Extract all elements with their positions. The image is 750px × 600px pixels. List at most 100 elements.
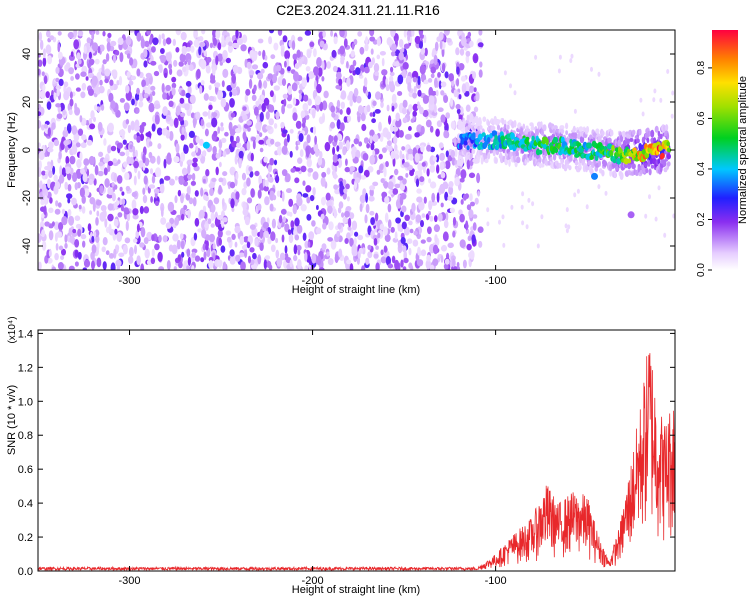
signal-halo [539, 156, 542, 163]
noise-speck [123, 207, 129, 214]
noise-speck [165, 84, 171, 92]
noise-speck [144, 40, 150, 48]
noise-speck [423, 79, 429, 85]
noise-speck [281, 169, 288, 177]
noise-speck [262, 61, 269, 69]
noise-speck [96, 106, 101, 112]
noise-speck [293, 255, 298, 262]
noise-speck [366, 104, 371, 113]
noise-speck [312, 187, 316, 196]
noise-speck [51, 221, 55, 227]
noise-speck [557, 68, 561, 74]
noise-speck [152, 37, 159, 46]
noise-speck [58, 51, 63, 60]
noise-speck [304, 56, 308, 65]
noise-speck [108, 253, 115, 259]
noise-speck [185, 46, 191, 52]
noise-speck [585, 204, 589, 210]
noise-speck [80, 71, 87, 77]
noise-speck [195, 111, 201, 120]
noise-speck [99, 185, 104, 194]
signal-halo [573, 132, 578, 140]
noise-speck [83, 45, 87, 54]
noise-speck [363, 137, 369, 144]
noise-speck [345, 158, 348, 166]
noise-speck [350, 50, 355, 58]
noise-speck [342, 146, 347, 156]
noise-speck [40, 199, 45, 206]
noise-speck [486, 207, 490, 213]
noise-speck [654, 216, 658, 222]
noise-speck [125, 118, 130, 125]
noise-speck [38, 167, 42, 177]
noise-speck [352, 59, 357, 67]
noise-speck [358, 165, 364, 174]
noise-speck [180, 31, 187, 41]
noise-speck [369, 210, 375, 216]
noise-speck [284, 245, 288, 254]
noise-speck [221, 35, 225, 45]
noise-speck [273, 42, 279, 51]
noise-speck [143, 206, 150, 214]
y-tick-label: 1.2 [18, 362, 33, 374]
noise-speck [367, 251, 373, 259]
noise-speck [441, 62, 446, 72]
signal-halo [666, 132, 670, 140]
noise-speck [399, 195, 404, 206]
noise-speck [663, 232, 667, 238]
noise-speck [156, 155, 161, 165]
noise-speck [416, 188, 422, 194]
signal-halo [603, 160, 608, 167]
noise-speck [385, 77, 389, 87]
noise-speck [70, 51, 74, 57]
noise-speck [105, 53, 110, 62]
noise-speck [252, 139, 256, 150]
noise-speck [465, 54, 470, 64]
noise-speck [308, 231, 315, 241]
noise-speck [264, 255, 271, 260]
noise-speck [182, 261, 188, 270]
signal-halo [639, 169, 644, 175]
noise-speck [432, 258, 439, 267]
noise-speck [301, 77, 307, 88]
signal-core [627, 158, 632, 164]
noise-speck [314, 79, 317, 90]
noise-speck [383, 245, 388, 253]
noise-speck [368, 195, 375, 202]
noise-speck [597, 71, 601, 77]
noise-speck [357, 105, 364, 114]
noise-speck [374, 109, 381, 114]
noise-speck [435, 128, 440, 137]
noise-speck [104, 178, 110, 188]
noise-speck [61, 216, 68, 226]
noise-speck [145, 72, 152, 79]
signal-halo [662, 159, 667, 168]
noise-speck [263, 156, 268, 163]
noise-speck [292, 112, 298, 121]
noise-speck [328, 221, 334, 231]
signal-halo [657, 130, 661, 137]
noise-speck [55, 243, 59, 251]
noise-speck [360, 175, 367, 180]
noise-speck [74, 215, 81, 221]
noise-speck [168, 63, 173, 70]
noise-speck [171, 244, 178, 255]
signal-halo [638, 128, 642, 136]
noise-speck [209, 187, 214, 197]
noise-speck [309, 41, 315, 47]
noise-speck [418, 41, 423, 49]
signal-core [500, 135, 506, 142]
noise-speck [402, 62, 409, 70]
noise-speck [194, 255, 201, 262]
spectrogram-ylabel: Frequency (Hz) [6, 112, 18, 188]
noise-speck [297, 36, 303, 42]
noise-speck [455, 47, 460, 56]
noise-speck [308, 71, 315, 80]
noise-speck [180, 134, 185, 141]
noise-speck [162, 235, 168, 243]
noise-speck [284, 50, 291, 60]
noise-speck [364, 66, 370, 74]
noise-speck [42, 57, 47, 67]
noise-speck [154, 103, 161, 109]
